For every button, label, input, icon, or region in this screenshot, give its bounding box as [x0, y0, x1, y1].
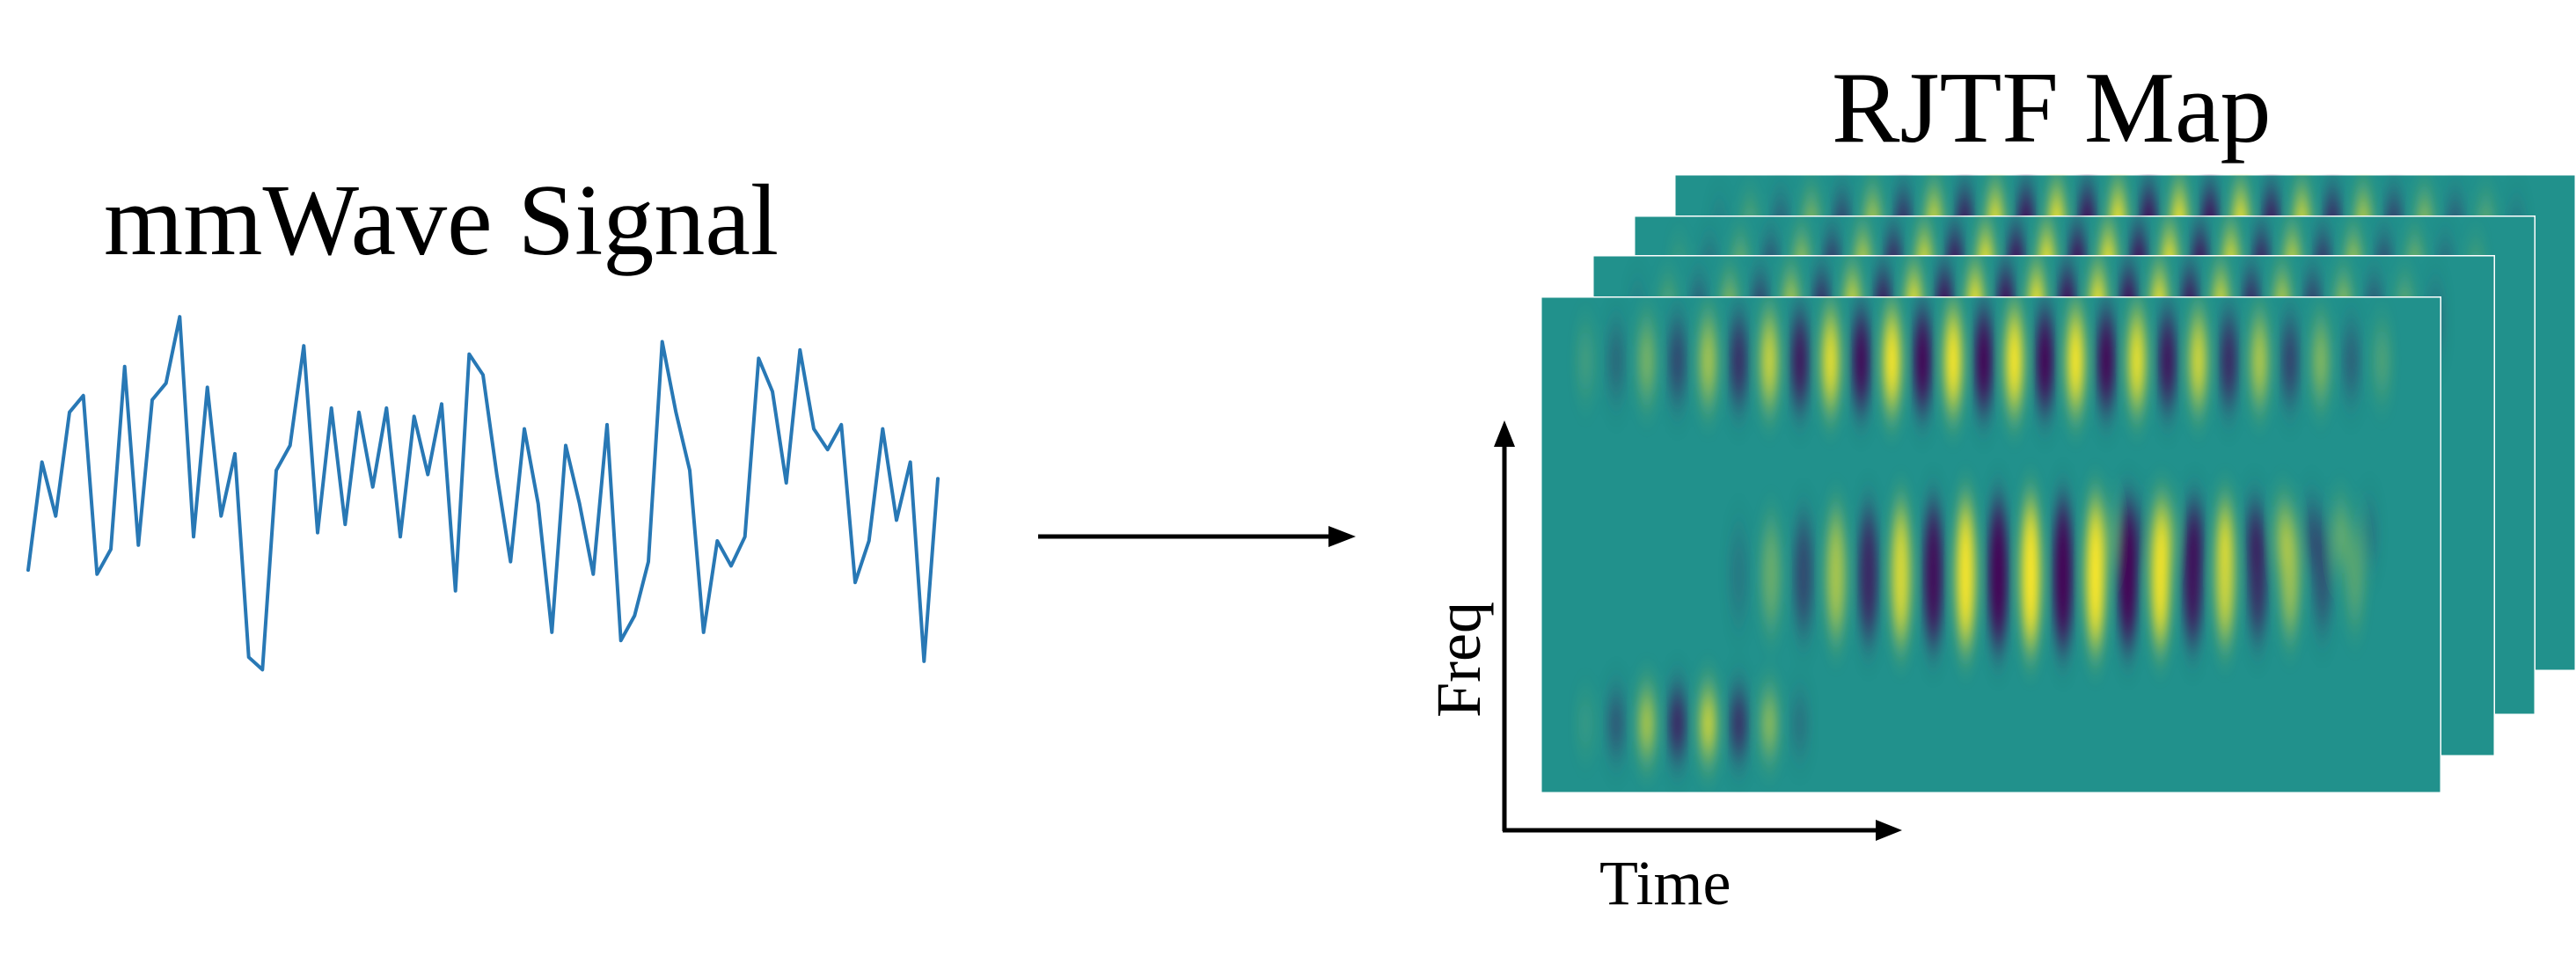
signal-title: mmWave Signal [104, 164, 779, 277]
signal-waveform [26, 315, 940, 672]
freq-axis-label: Freq [1423, 602, 1494, 718]
map-title: RJTF Map [1832, 52, 2272, 164]
rjtf-map-front [1540, 296, 2441, 793]
freq-axis [1494, 420, 1515, 831]
transform-arrow [1038, 526, 1356, 547]
time-axis [1503, 820, 1902, 841]
time-axis-label: Time [1599, 848, 1731, 918]
